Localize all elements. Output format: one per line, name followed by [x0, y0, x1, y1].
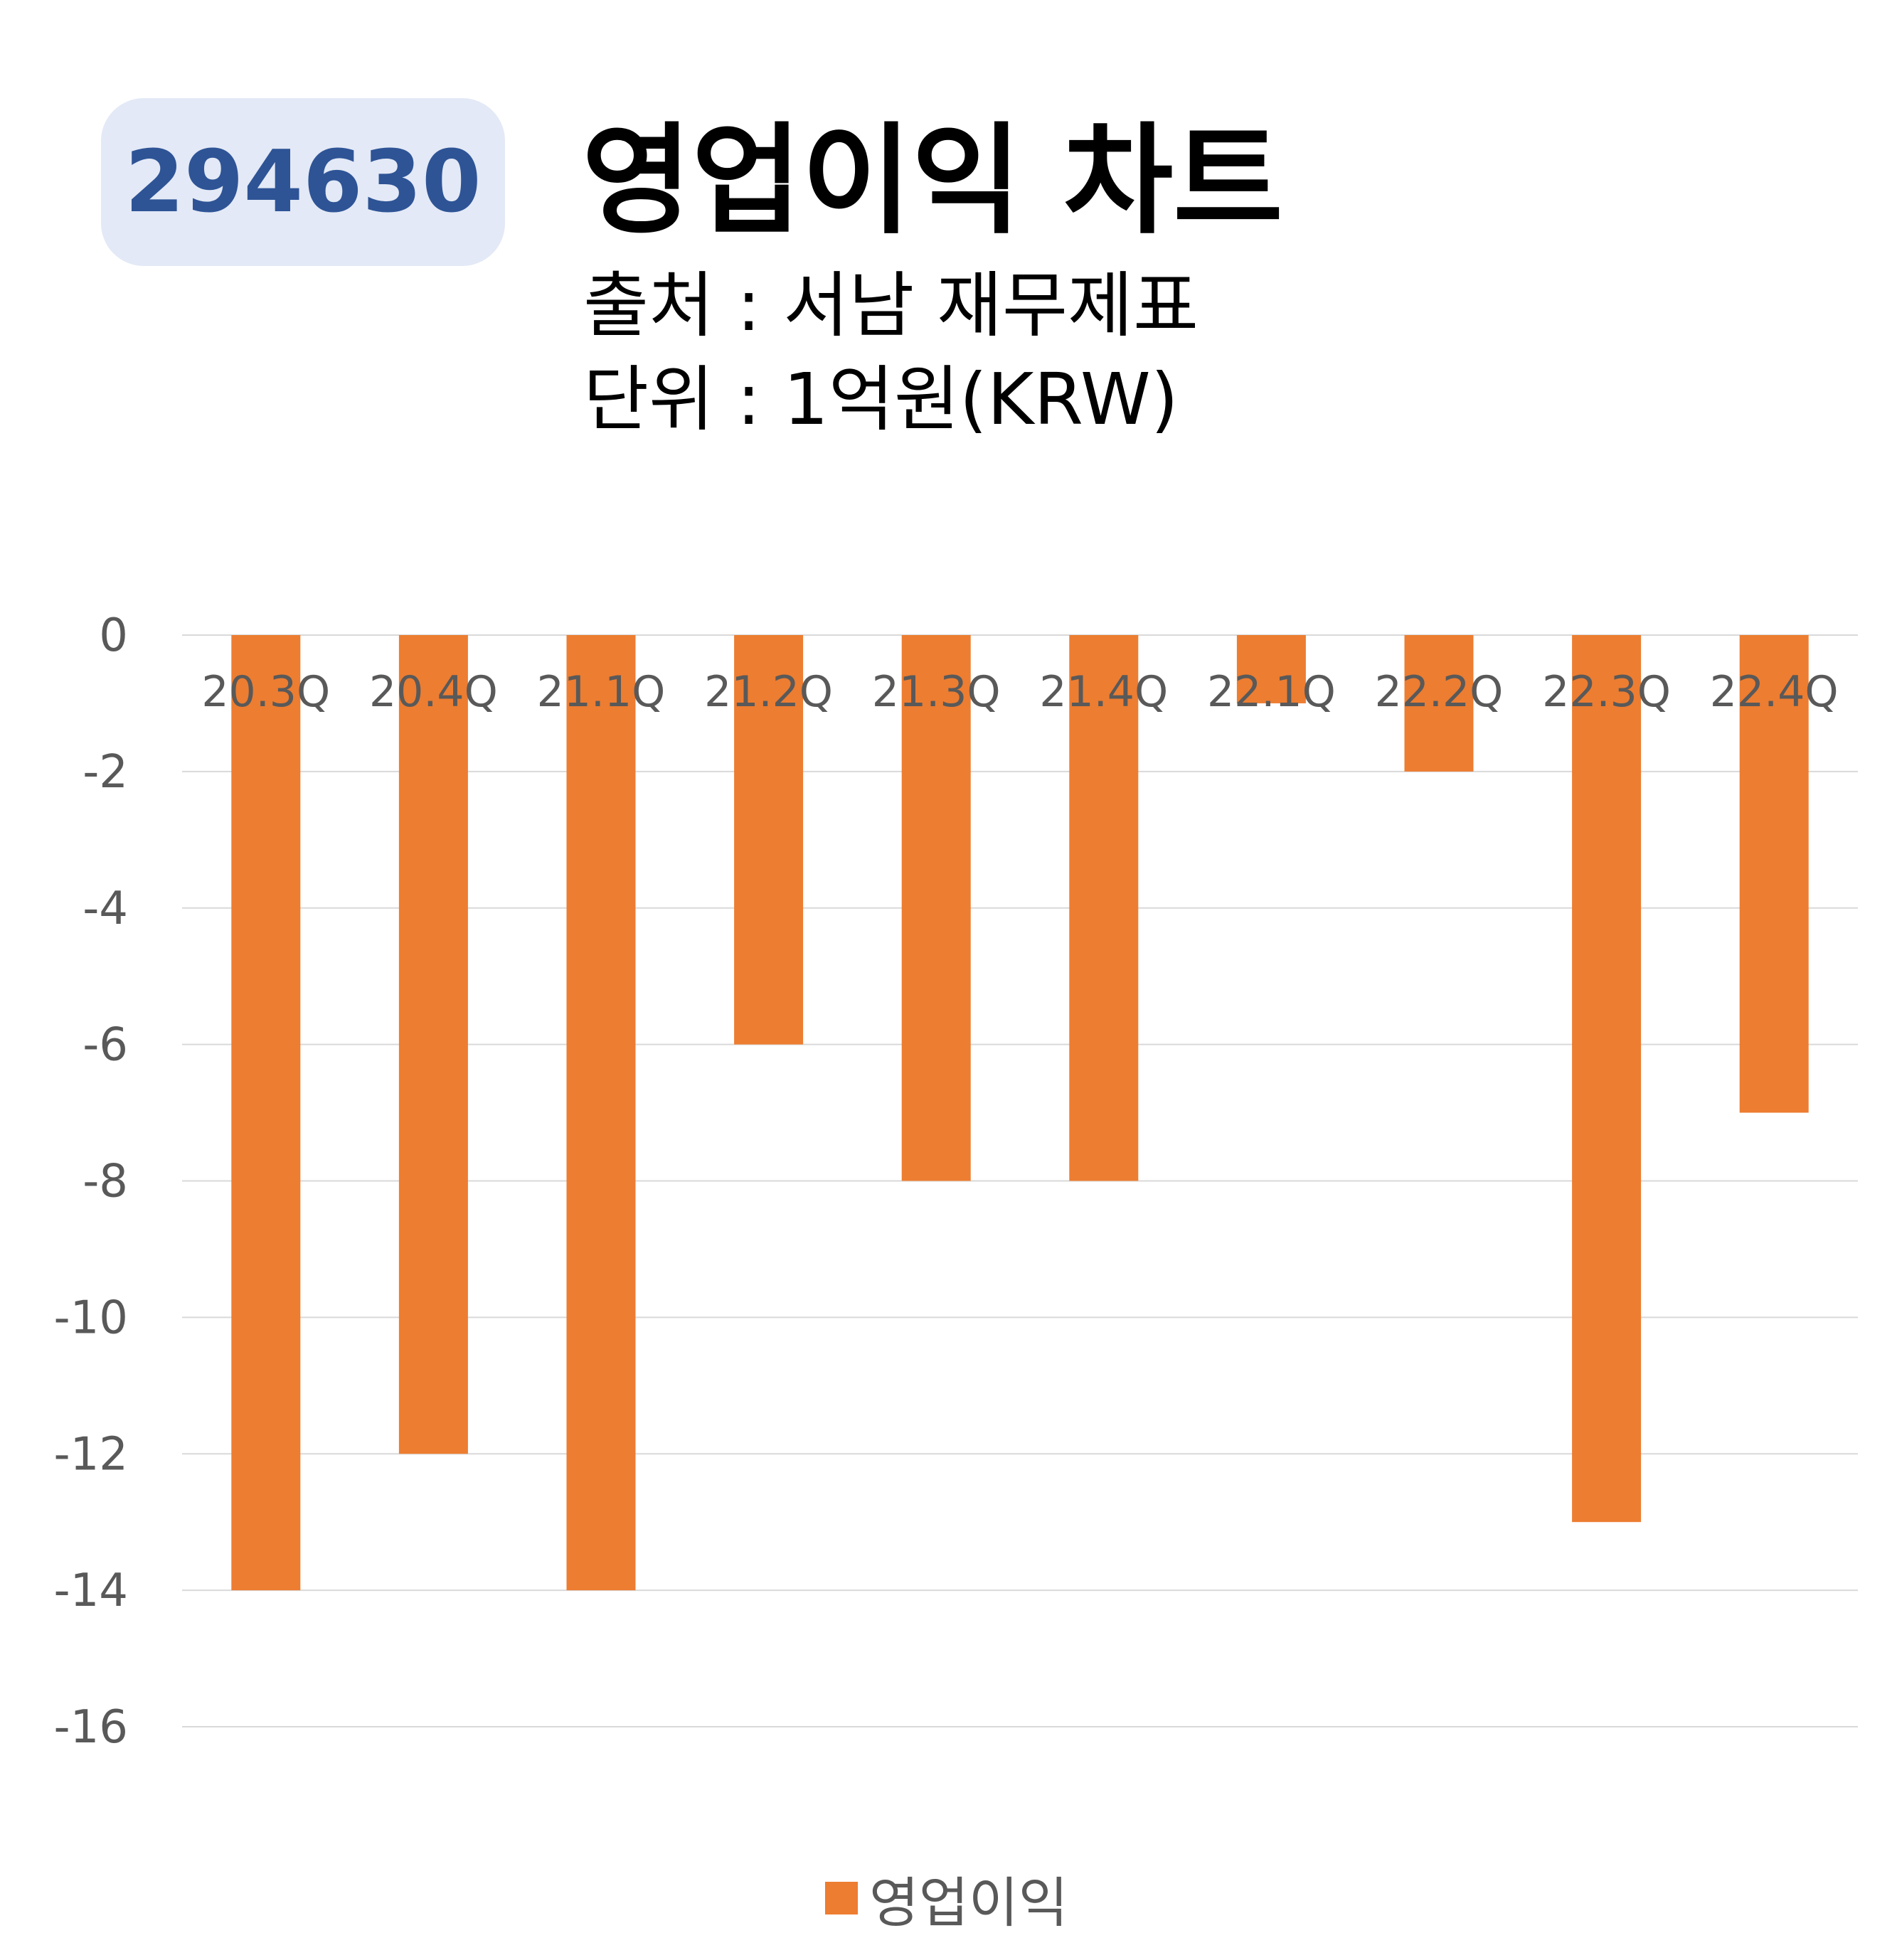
- bar: [231, 635, 301, 1591]
- x-tick-label: 22.3Q: [1542, 667, 1671, 717]
- y-tick-label: -8: [83, 1156, 128, 1208]
- x-tick-label: 21.1Q: [537, 667, 666, 717]
- bar: [566, 635, 636, 1591]
- unit-label: 단위 : 1억원(KRW): [583, 358, 1179, 441]
- x-tick-label: 22.1Q: [1207, 667, 1336, 717]
- bar: [1236, 635, 1306, 703]
- legend: 영업이익: [825, 1859, 1068, 1937]
- y-tick-label: -14: [53, 1565, 128, 1617]
- bar-series: [231, 635, 1809, 1591]
- y-tick-label: -10: [53, 1291, 128, 1344]
- stock-code-badge: 294630: [101, 98, 505, 266]
- bar: [1404, 635, 1474, 772]
- x-tick-label: 22.2Q: [1375, 667, 1504, 717]
- bar: [1739, 635, 1809, 1113]
- x-tick-label: 20.3Q: [201, 667, 330, 717]
- x-tick-label: 21.4Q: [1039, 667, 1168, 717]
- x-tick-label: 21.2Q: [704, 667, 833, 717]
- bar: [1572, 635, 1642, 1523]
- x-tick-label: 21.3Q: [872, 667, 1001, 717]
- legend-swatch: [825, 1882, 858, 1914]
- legend-label: 영업이익: [869, 1871, 1068, 1934]
- bar: [734, 635, 804, 1045]
- y-tick-label: -16: [53, 1701, 128, 1754]
- x-tick-label: 22.4Q: [1710, 667, 1839, 717]
- bar: [901, 635, 971, 1181]
- chart-title: 영업이익 차트: [582, 111, 1283, 250]
- y-tick-label: -4: [83, 883, 128, 935]
- y-tick-label: -12: [53, 1428, 128, 1481]
- y-tick-label: -6: [83, 1019, 128, 1072]
- y-tick-label: 0: [99, 609, 128, 662]
- y-tick-label: -2: [83, 746, 128, 799]
- source-label: 출처 : 서남 재무제표: [583, 264, 1199, 347]
- bar: [1069, 635, 1139, 1181]
- x-tick-label: 20.4Q: [369, 667, 498, 717]
- bar: [398, 635, 468, 1454]
